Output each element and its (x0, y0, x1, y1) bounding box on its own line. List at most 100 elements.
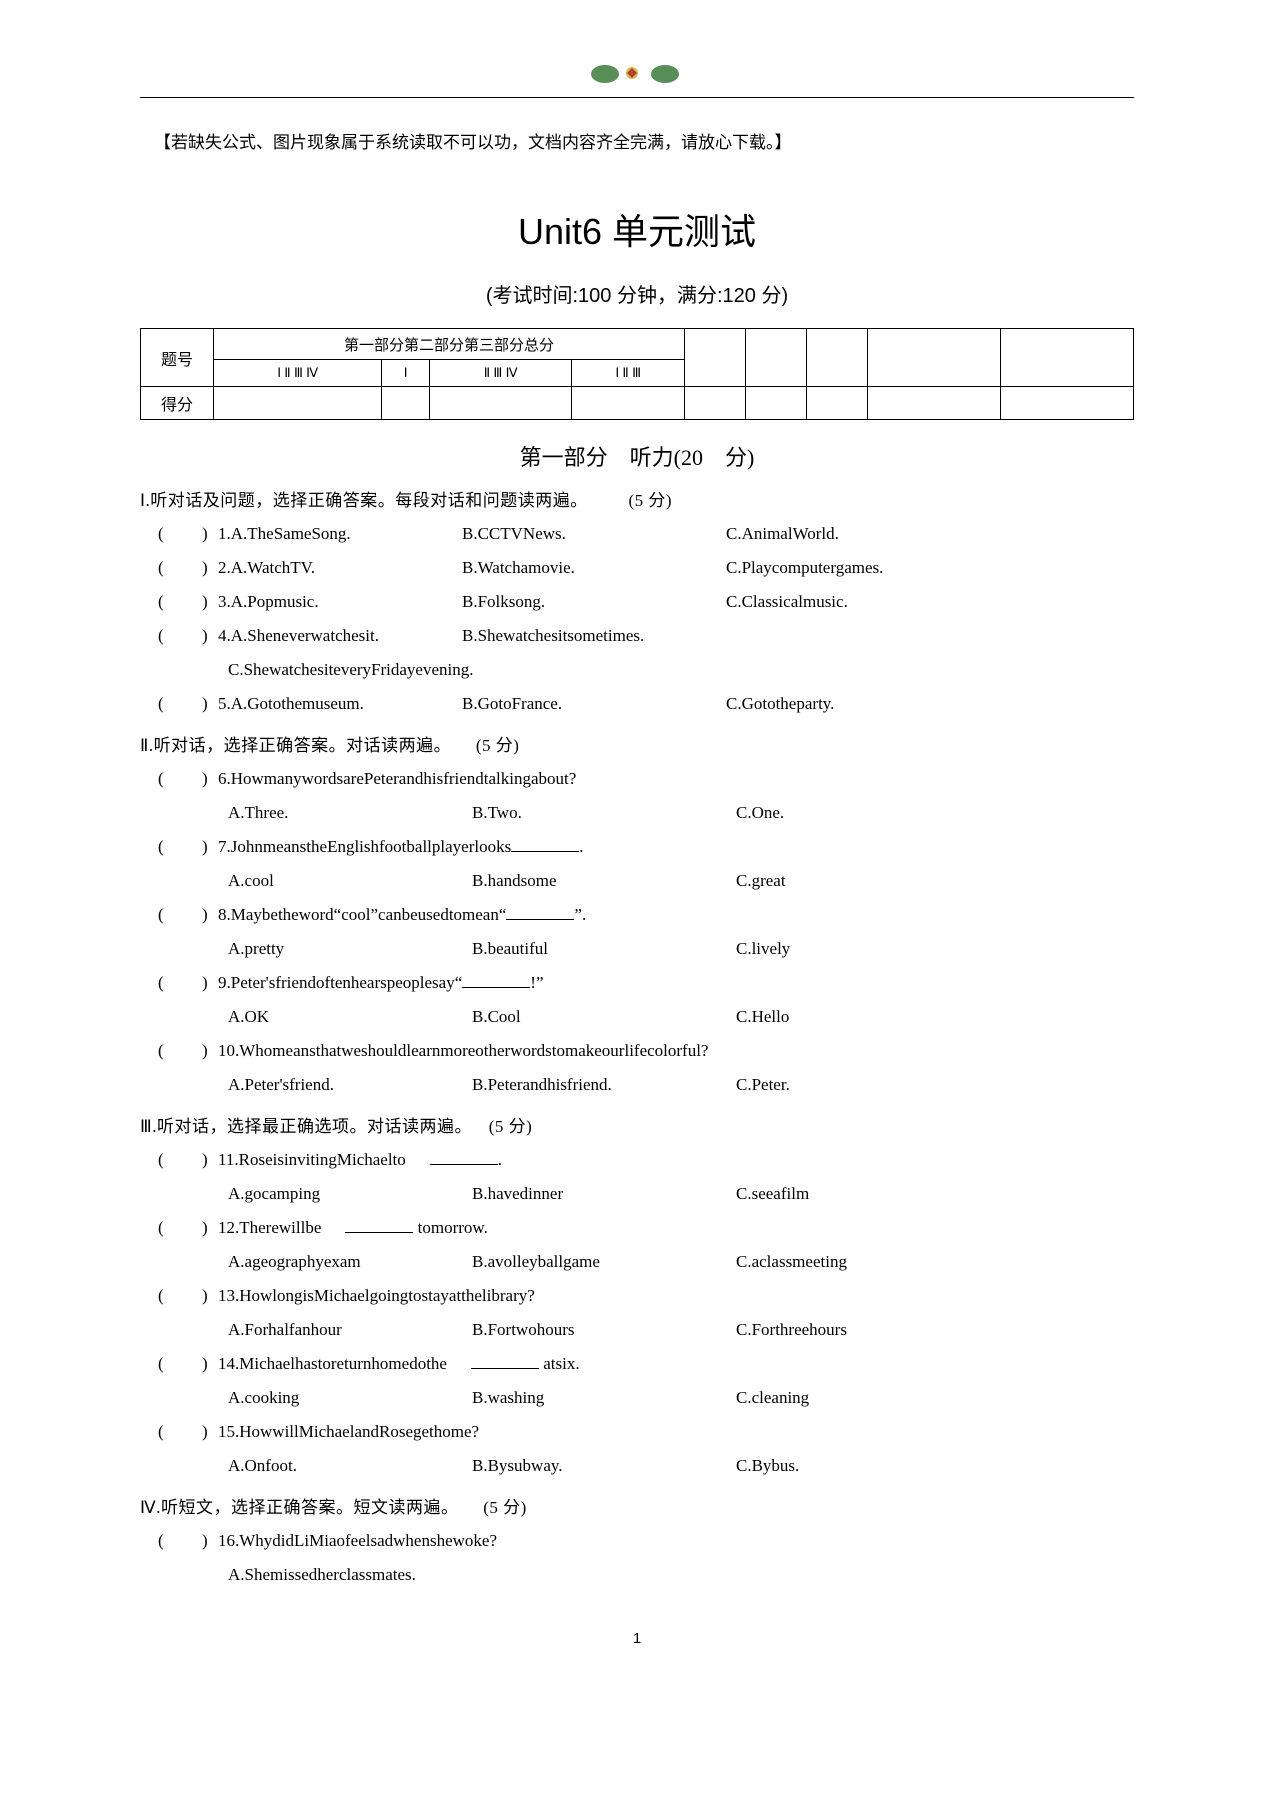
opt-c: C.Playcomputergames. (726, 551, 883, 585)
paren-close: ) (202, 830, 218, 864)
paren: ( (158, 1524, 202, 1558)
q-num: 11 (218, 1143, 234, 1177)
options-row: A.cool B.handsome C.great (228, 864, 1134, 898)
options-row: A.pretty B.beautiful C.lively (228, 932, 1134, 966)
q-num: 6 (218, 762, 227, 796)
q-stem-post: ”. (574, 898, 586, 932)
options-row: A.Onfoot. B.Bysubway. C.Bybus. (228, 1449, 1134, 1483)
part2-questions: ( ) 6.HowmanywordsarePeterandhisfriendta… (158, 762, 1134, 1102)
question-row: ( ) 13.HowlongisMichaelgoingtostayatthel… (158, 1279, 1134, 1313)
paren: ( (158, 687, 202, 721)
q-num: 5 (218, 694, 227, 713)
paren-close: ) (202, 551, 218, 585)
opt-c: C.One. (736, 796, 784, 830)
paren-close: ) (202, 898, 218, 932)
options-row: A.OK B.Cool C.Hello (228, 1000, 1134, 1034)
question-row: ( ) 5.A.Gotothemuseum. B.GotoFrance. C.G… (158, 687, 1134, 721)
q-num: 1 (218, 524, 227, 543)
paren-close: ) (202, 1211, 218, 1245)
empty-cell (382, 387, 430, 420)
sh: Ⅲ (294, 365, 303, 380)
q-num: 2 (218, 558, 227, 577)
blank (471, 1351, 539, 1369)
opt-b: B.Watchamovie. (462, 551, 726, 585)
paren: ( (158, 830, 202, 864)
q-stem: Therewillbe (239, 1211, 321, 1245)
question-row: ( ) 8.Maybetheword“cool”canbeusedtomean“… (158, 898, 1134, 932)
q-stem: Maybetheword“cool”canbeusedtomean“ (231, 898, 507, 932)
sh: Ⅳ (506, 365, 518, 380)
question-row: ( ) 1.A.TheSameSong. B.CCTVNews. C.Anima… (158, 517, 1134, 551)
opt-a: A.Sheneverwatchesit. (231, 626, 379, 645)
opt-b: B.Fortwohours (472, 1313, 736, 1347)
instr-text: Ⅰ.听对话及问题，选择正确答案。每段对话和问题读两遍。 (140, 491, 588, 510)
question-row: ( ) 15.HowwillMichaelandRosegethome? (158, 1415, 1134, 1449)
paren-close: ) (202, 1347, 218, 1381)
blank (430, 1147, 498, 1165)
paren-close: ) (202, 517, 218, 551)
opt-a: A.OK (228, 1000, 472, 1034)
sh: Ⅳ (306, 365, 318, 380)
exam-page: 【若缺失公式、图片现象属于系统读取不可以功，文档内容齐全完满，请放心下载。】 U… (0, 0, 1274, 1805)
blank (345, 1215, 413, 1233)
sub-title: (考试时间:100 分钟，满分:120 分) (140, 279, 1134, 308)
empty-cell (868, 387, 1001, 420)
options-row: A.Forhalfanhour B.Fortwohours C.Forthree… (228, 1313, 1134, 1347)
paren: ( (158, 551, 202, 585)
q-num: 12 (218, 1211, 235, 1245)
paren: ( (158, 517, 202, 551)
q-stem: HowmanywordsarePeterandhisfriendtalkinga… (231, 762, 577, 796)
question-row: ( ) 14.Michaelhastoreturnhomedothe atsix… (158, 1347, 1134, 1381)
points-text: (5 分) (483, 1498, 527, 1517)
sh: Ⅰ (277, 365, 281, 380)
q-stem: HowlongisMichaelgoingtostayatthelibrary? (239, 1279, 535, 1313)
paren: ( (158, 966, 202, 1000)
empty-cell (685, 329, 746, 387)
q-stem: Peter'sfriendoftenhearspeoplesay“ (231, 966, 463, 1000)
points-text: (5 分) (629, 486, 673, 511)
paren-close: ) (202, 585, 218, 619)
question-row: ( ) 7.JohnmeanstheEnglishfootballplayerl… (158, 830, 1134, 864)
sh: Ⅲ (632, 365, 641, 380)
paren-close: ) (202, 762, 218, 796)
score-table: 题号 第一部分第二部分第三部分总分 Ⅰ Ⅱ Ⅲ Ⅳ Ⅰ Ⅱ Ⅲ Ⅳ (140, 328, 1134, 420)
opt-b: B.Bysubway. (472, 1449, 736, 1483)
part1-questions: ( ) 1.A.TheSameSong. B.CCTVNews. C.Anima… (158, 517, 1134, 721)
paren-close: ) (202, 1415, 218, 1449)
q-num: 15 (218, 1415, 235, 1449)
blank (462, 970, 530, 988)
opt-b: B.Two. (472, 796, 736, 830)
options-row: A.gocamping B.havedinner C.seeafilm (228, 1177, 1134, 1211)
opt-b: B.Cool (472, 1000, 736, 1034)
opt-b: B.havedinner (472, 1177, 736, 1211)
paren-close: ) (202, 966, 218, 1000)
empty-cell (868, 329, 1001, 387)
paren-close: ) (202, 1143, 218, 1177)
q-stem: RoseisinvitingMichaelto (239, 1143, 406, 1177)
opt-a: A.ageographyexam (228, 1245, 472, 1279)
part4-questions: ( ) 16.WhydidLiMiaofeelsadwhenshewoke? A… (158, 1524, 1134, 1592)
subheader-cell: Ⅰ Ⅱ Ⅲ (572, 360, 685, 387)
paren: ( (158, 1034, 202, 1068)
opt-a: A.WatchTV. (231, 558, 315, 577)
paren: ( (158, 1279, 202, 1313)
opt-c: C.Forthreehours (736, 1313, 847, 1347)
instr-text: Ⅱ.听对话，选择正确答案。对话读两遍。 (140, 736, 451, 755)
empty-cell (572, 387, 685, 420)
opt-c: C.Peter. (736, 1068, 790, 1102)
table-row: 得分 (141, 387, 1134, 420)
opt-continuation: C.ShewatchesiteveryFridayevening. (228, 653, 1134, 687)
opt-a: A.cool (228, 864, 472, 898)
question-row: ( ) 4.A.Sheneverwatchesit. B.Shewatchesi… (158, 619, 1134, 653)
question-row: ( ) 2.A.WatchTV. B.Watchamovie. C.Playco… (158, 551, 1134, 585)
q-num: 3 (218, 592, 227, 611)
question-row: ( ) 10.Whomeansthatweshouldlearnmoreothe… (158, 1034, 1134, 1068)
opt-a: A.Shemissedherclassmates. (228, 1558, 1134, 1592)
row-label: 题号 (141, 329, 214, 387)
empty-cell (746, 329, 807, 387)
blank (511, 834, 579, 852)
sh: Ⅲ (493, 365, 502, 380)
opt-b: B.Peterandhisfriend. (472, 1068, 736, 1102)
q-stem-post: tomorrow. (418, 1218, 488, 1237)
q-num: 8 (218, 898, 227, 932)
